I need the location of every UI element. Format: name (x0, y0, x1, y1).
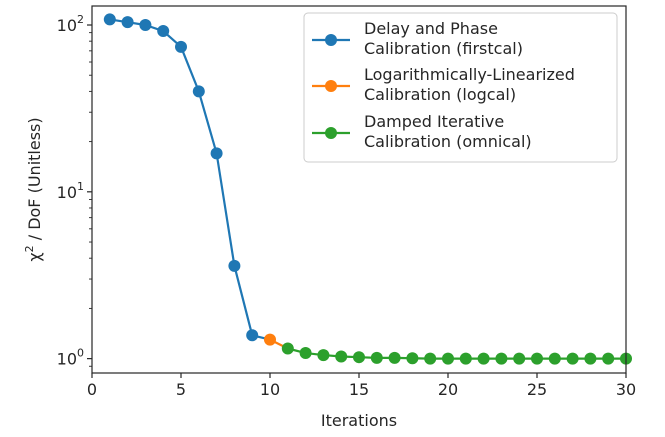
data-point (495, 352, 508, 365)
x-tick-label: 10 (260, 380, 280, 399)
data-point (335, 350, 348, 363)
data-point (175, 40, 187, 53)
legend-label-line1: Logarithmically-Linearized (364, 65, 575, 84)
data-point (424, 352, 437, 365)
data-point (477, 352, 490, 365)
data-point (121, 16, 134, 29)
data-point (299, 347, 312, 360)
data-point (317, 349, 330, 362)
data-point (513, 352, 526, 365)
data-point (228, 259, 241, 272)
data-point (388, 351, 401, 364)
data-point (192, 85, 205, 98)
x-tick-label: 25 (527, 380, 547, 399)
legend-box (303, 12, 618, 163)
axes: 0 5 10 15 20 25 30 100 101 102 Iterations χ2 / DoF … (23, 5, 636, 430)
x-tick-label: 15 (349, 380, 369, 399)
series-line-0 (109, 18, 254, 336)
legend-label-line1: Delay and Phase (364, 19, 498, 38)
legend-label-line2: Calibration (logcal) (364, 85, 516, 104)
data-point (353, 351, 365, 364)
data-point (210, 147, 223, 160)
y-tick-label: 101 (57, 180, 84, 202)
data-point (406, 352, 419, 365)
data-point (281, 342, 294, 355)
legend-label-line2: Calibration (omnical) (364, 132, 532, 151)
data-point (264, 333, 276, 346)
legend-marker (325, 127, 337, 139)
x-tick-label: 20 (438, 380, 458, 399)
x-tick-label: 0 (87, 380, 97, 399)
data-point (584, 352, 597, 365)
y-tick-label: 100 (57, 347, 84, 369)
data-point (246, 329, 259, 342)
data-point (548, 352, 561, 365)
data-point (103, 13, 116, 26)
y-axis-label: χ2 / DoF (Unitless) (23, 117, 44, 261)
legend-label-line1: Damped Iterative (364, 112, 504, 131)
x-axis-label: Iterations (321, 411, 397, 430)
data-point (157, 25, 170, 38)
legend-marker (325, 80, 337, 92)
y-tick-label: 102 (57, 13, 84, 35)
data-point (139, 19, 152, 32)
data-point (566, 352, 579, 365)
data-point (459, 352, 472, 365)
x-tick-label: 5 (176, 380, 186, 399)
plot-area (103, 13, 632, 365)
data-point (602, 352, 615, 365)
x-tick-label: 30 (616, 380, 636, 399)
legend-marker (325, 34, 337, 46)
legend-label-line2: Calibration (firstcal) (364, 39, 523, 58)
data-point (531, 352, 543, 365)
data-point (442, 352, 454, 365)
data-point (370, 351, 383, 364)
